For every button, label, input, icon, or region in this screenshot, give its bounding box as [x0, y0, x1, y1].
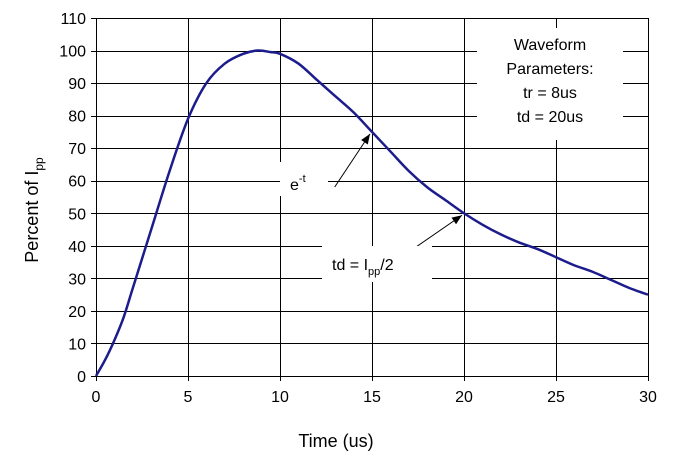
parameters-box-line-1: Waveform: [514, 37, 586, 54]
waveform-line: [94, 49, 649, 377]
y-tick-label: 20: [68, 304, 86, 321]
y-tick-label: 70: [68, 141, 86, 158]
annotation-exponential-label: e-t: [290, 173, 306, 194]
y-tick-label: 40: [68, 239, 86, 256]
parameters-box-line-3: tr = 8us: [523, 85, 577, 102]
annotation-td-label: td = Ipp/2: [332, 257, 394, 278]
parameters-box-line-2: Parameters:: [506, 61, 593, 78]
x-tick-label: 0: [92, 389, 101, 406]
y-axis-title-subscript: pp: [32, 157, 46, 171]
x-tick-label: 25: [547, 389, 565, 406]
annotation-exponential-background: [280, 162, 328, 196]
y-axis-title-main: Percent of I: [22, 171, 42, 263]
annotation-td: td = Ipp/2: [322, 246, 432, 282]
y-tick-label: 30: [68, 271, 86, 288]
x-axis-title: Time (us): [298, 431, 373, 451]
x-tick-label: 5: [184, 389, 193, 406]
annotation-td-base: td = I: [332, 257, 368, 274]
y-axis-title: Percent of Ipp: [22, 157, 46, 263]
y-tick-label: 110: [60, 11, 86, 28]
annotation-td-subscript: pp: [368, 266, 380, 278]
y-tick-label: 10: [68, 336, 86, 353]
annotation-arrow-line: [334, 133, 371, 188]
y-tick-label: 0: [77, 369, 86, 386]
x-tick-label: 15: [363, 389, 381, 406]
annotation-td-suffix: /2: [380, 257, 393, 274]
parameters-box: Waveform Parameters: tr = 8us td = 20us: [477, 28, 623, 140]
y-tick-label: 100: [59, 44, 86, 61]
x-tick-label: 10: [271, 389, 289, 406]
annotation-arrow-head: [451, 215, 462, 225]
y-tick-label: 90: [68, 76, 86, 93]
annotation-exponential-base: e: [290, 177, 299, 194]
annotation-exponential-superscript: -t: [299, 173, 306, 185]
y-tick-label: 50: [68, 206, 86, 223]
annotation-exponential: e-t: [280, 162, 328, 196]
y-tick-label: 80: [68, 109, 86, 126]
x-tick-label: 20: [455, 389, 473, 406]
y-tick-label: 60: [68, 174, 86, 191]
annotation-td-background: [322, 246, 432, 282]
parameters-box-background: [477, 28, 623, 140]
annotation-arrow-head: [361, 133, 370, 145]
parameters-box-line-4: td = 20us: [517, 109, 583, 126]
x-tick-label: 30: [639, 389, 657, 406]
